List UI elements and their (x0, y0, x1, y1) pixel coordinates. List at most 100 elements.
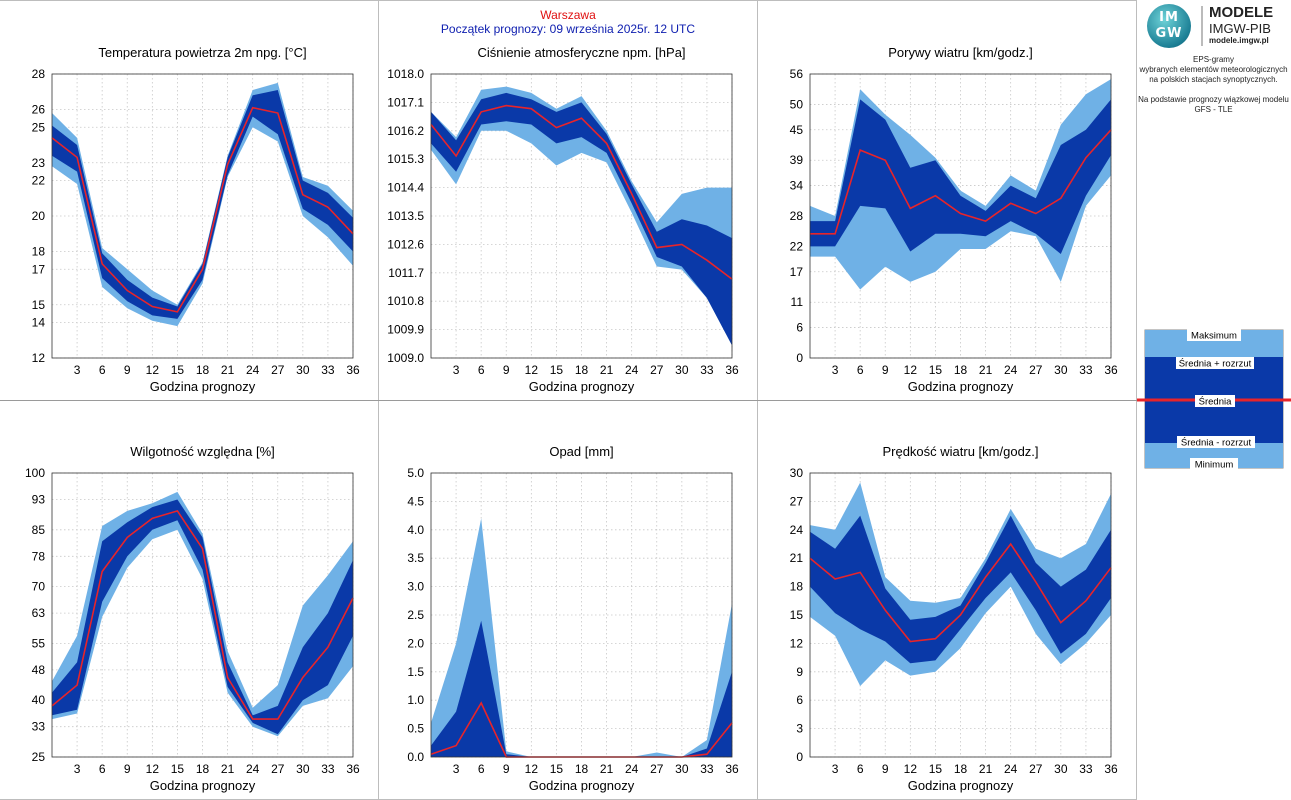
legend-label-bg-max (1187, 329, 1241, 341)
x-tick-label: 6 (478, 762, 485, 776)
legend-label-upper: Średnia + rozrzut (1179, 358, 1252, 370)
y-tick-label: 6 (796, 321, 803, 335)
series-band-mean-spread (52, 90, 353, 319)
x-tick-label: 27 (650, 762, 664, 776)
x-tick-label: 27 (271, 363, 285, 377)
x-tick-label: 6 (478, 363, 485, 377)
x-tick-label: 30 (675, 363, 689, 377)
series-line-mean (430, 104, 733, 280)
series-band-mean-spread (52, 499, 353, 735)
x-tick-label: 3 (74, 363, 81, 377)
x-axis-label: Godzina prognozy (150, 379, 256, 394)
x-tick-label: 12 (525, 363, 539, 377)
x-tick-label: 3 (832, 363, 839, 377)
plot-border (51, 472, 354, 758)
x-tick-label: 24 (1004, 762, 1018, 776)
y-tick-label: 85 (32, 523, 46, 537)
y-tick-label: 50 (790, 97, 804, 111)
y-tick-label: 39 (790, 153, 804, 167)
x-tick-label: 18 (196, 363, 210, 377)
y-tick-label: 15 (32, 298, 46, 312)
x-tick-label: 18 (575, 363, 589, 377)
series-line-mean (51, 509, 354, 720)
chart-title: Temperatura powietrza 2m npg. [°C] (98, 45, 306, 60)
x-tick-label: 33 (1079, 363, 1093, 377)
x-tick-label: 18 (954, 363, 968, 377)
y-tick-label: 28 (32, 67, 46, 81)
legend-label-bg-mean (1195, 395, 1235, 407)
x-tick-label: 33 (1079, 762, 1093, 776)
x-tick-label: 21 (600, 363, 614, 377)
plot-border (809, 472, 1112, 758)
y-tick-label: 1015.3 (387, 152, 424, 166)
x-tick-label: 6 (857, 363, 864, 377)
x-tick-label: 27 (650, 363, 664, 377)
legend-label-bg-upper (1176, 357, 1254, 369)
y-tick-label: 28 (790, 209, 804, 223)
x-tick-label: 24 (1004, 363, 1018, 377)
chart-1: 1009.0 1009.9 1010.8 1011.7 1012.6 1013.5 1014… (387, 45, 739, 394)
y-tick-label: 0 (796, 351, 803, 365)
x-tick-label: 6 (857, 762, 864, 776)
imgw-logo[interactable]: IM GW MODELE IMGW-PIB modele.imgw.pl (1145, 2, 1285, 48)
plot-border (51, 73, 354, 359)
x-tick-label: 15 (550, 363, 564, 377)
y-tick-label: 0.0 (407, 750, 424, 764)
series-band-min-max (431, 86, 732, 346)
logo-divider (1201, 6, 1203, 46)
x-tick-label: 12 (904, 363, 918, 377)
y-tick-label: 18 (790, 580, 804, 594)
chart-title: Wilgotność względna [%] (130, 444, 275, 459)
y-tick-label: 1011.7 (388, 266, 424, 280)
x-tick-label: 27 (1029, 363, 1043, 377)
station-name: Warszawa (540, 8, 596, 22)
y-tick-label: 17 (790, 265, 804, 279)
y-tick-label: 1009.0 (387, 351, 424, 365)
x-tick-label: 15 (171, 762, 185, 776)
x-axis-label: Godzina prognozy (529, 778, 635, 793)
x-tick-label: 21 (979, 762, 993, 776)
x-tick-label: 30 (675, 762, 689, 776)
y-tick-label: 12 (32, 351, 46, 365)
plot-border (430, 472, 733, 758)
y-tick-label: 56 (790, 67, 804, 81)
y-tick-label: 25 (32, 750, 46, 764)
x-tick-label: 24 (625, 762, 639, 776)
y-tick-label: 20 (32, 209, 46, 223)
description-line-3: na polskich stacjach synoptycznych. (1149, 75, 1278, 84)
x-tick-label: 21 (221, 363, 235, 377)
x-tick-label: 15 (171, 363, 185, 377)
x-tick-label: 9 (124, 363, 131, 377)
description-line-1: EPS-gramy (1193, 55, 1234, 64)
plot-border (809, 73, 1112, 359)
y-tick-label: 14 (32, 316, 46, 330)
legend-label-lower: Średnia - rozrzut (1181, 437, 1252, 449)
x-tick-label: 15 (550, 762, 564, 776)
y-tick-label: 100 (25, 466, 45, 480)
y-tick-label: 5.0 (407, 466, 424, 480)
y-tick-label: 1010.8 (387, 294, 424, 308)
x-axis-label: Godzina prognozy (908, 379, 1014, 394)
forecast-header: Warszawa Początek prognozy: 09 września … (379, 8, 757, 36)
x-tick-label: 30 (296, 363, 310, 377)
y-tick-label: 4.5 (407, 494, 424, 508)
legend: Maksimum Średnia + rozrzut Średnia Średn… (1137, 329, 1291, 471)
x-axis-label: Godzina prognozy (908, 778, 1014, 793)
x-tick-label: 9 (124, 762, 131, 776)
x-tick-label: 9 (882, 363, 889, 377)
x-tick-label: 15 (929, 762, 943, 776)
y-tick-label: 2.5 (407, 608, 424, 622)
legend-label-bg-lower (1177, 436, 1255, 448)
logo-mark-bottom: GW (1155, 26, 1183, 41)
logo-subtitle: IMGW-PIB (1209, 21, 1271, 36)
y-tick-label: 3.5 (407, 551, 424, 565)
x-tick-label: 21 (979, 363, 993, 377)
y-tick-label: 18 (32, 245, 46, 259)
series-band-mean-spread (431, 620, 732, 757)
y-tick-label: 1.0 (407, 693, 424, 707)
x-tick-label: 3 (832, 762, 839, 776)
y-tick-label: 78 (32, 549, 46, 563)
y-tick-label: 3 (796, 722, 803, 736)
logo-url: modele.imgw.pl (1209, 36, 1269, 45)
